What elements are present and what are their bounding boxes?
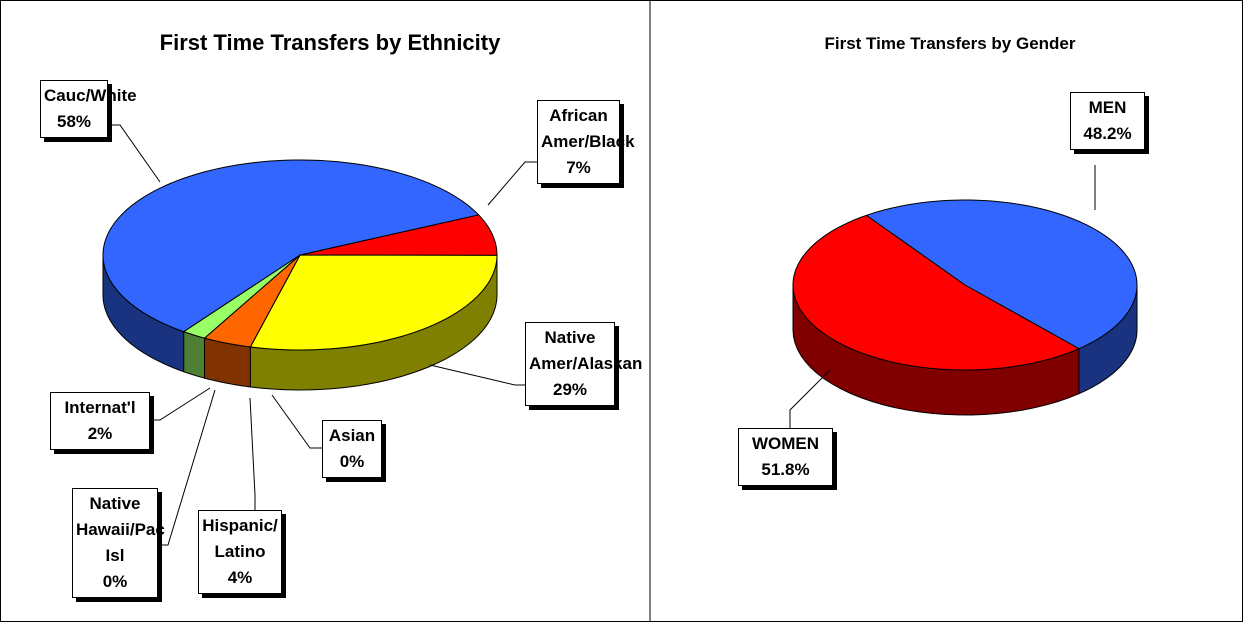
- category-label: Internat'l: [64, 398, 136, 417]
- slice-label: Native Amer/Alaskan 29%: [525, 322, 643, 406]
- value-label: 58%: [56, 112, 92, 131]
- slice: [792, 214, 1081, 371]
- slice-label: MEN 48.2%: [1070, 92, 1145, 150]
- chart-title: First Time Transfers by Gender: [824, 34, 1076, 53]
- leader: [108, 124, 161, 183]
- leader-lines: [108, 124, 1096, 546]
- slice-side: [183, 330, 205, 379]
- leader: [487, 161, 537, 206]
- category-label: WOMEN: [751, 434, 820, 453]
- value-label: 0%: [339, 452, 365, 471]
- slice-label: WOMEN 51.8%: [738, 428, 833, 486]
- category-label: Hispanic/Latino: [202, 516, 278, 561]
- leader: [271, 394, 322, 449]
- leader: [429, 364, 525, 386]
- slice-tops: [102, 159, 498, 351]
- leader: [249, 397, 256, 510]
- slice-label: Native Hawaii/Pac Isl 0%: [72, 488, 165, 598]
- slice-tops: [792, 199, 1138, 371]
- slice: [203, 254, 301, 348]
- value-label: 48.2%: [1083, 124, 1132, 143]
- slice-label: Hispanic/Latino 4%: [198, 510, 282, 594]
- slice: [249, 254, 498, 351]
- leader: [150, 387, 211, 421]
- slice-label: Cauc/White 58%: [40, 80, 137, 138]
- slice-label: Internat'l 2%: [50, 392, 150, 450]
- value-label: 29%: [552, 380, 588, 399]
- chart-title: First Time Transfers by Ethnicity: [159, 30, 501, 55]
- slice: [102, 159, 480, 333]
- slice-label: African Amer/Black 7%: [537, 100, 635, 184]
- value-label: 2%: [87, 424, 113, 443]
- leader: [158, 389, 216, 546]
- category-label: African Amer/Black: [541, 106, 635, 151]
- leader: [789, 369, 831, 428]
- value-label: 4%: [227, 568, 253, 587]
- slice: [865, 199, 1138, 350]
- category-label: Asian: [328, 426, 376, 445]
- value-label: 7%: [566, 158, 591, 177]
- category-label: Native Amer/Alaskan: [529, 328, 643, 373]
- category-label: Native Hawaii/Pac Isl: [76, 494, 165, 565]
- slice-label: Asian 0%: [322, 420, 382, 478]
- category-label: Cauc/White: [44, 86, 137, 105]
- pie-gender: [792, 199, 1138, 416]
- slice: [299, 214, 498, 256]
- category-label: MEN: [1088, 98, 1127, 117]
- pie-ethnicity: [102, 159, 498, 391]
- value-label: 51.8%: [761, 460, 810, 479]
- value-label: 0%: [102, 572, 128, 591]
